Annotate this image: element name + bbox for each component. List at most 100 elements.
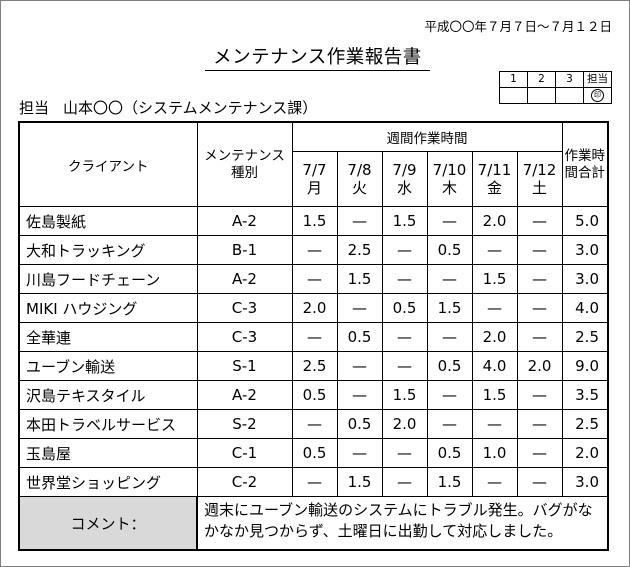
report-period: 平成〇〇年７月７日〜７月１２日 <box>424 19 612 34</box>
person-label: 担当 <box>19 99 50 117</box>
maintenance-type: B-1 <box>196 235 293 265</box>
day-header: 7/10 木 <box>426 151 473 207</box>
hours-cell: 1.5 <box>471 264 518 294</box>
maintenance-type: A-2 <box>196 206 293 236</box>
hours-cell: 4.0 <box>471 351 518 381</box>
hours-cell: 2.0 <box>291 293 338 323</box>
hours-cell: 0.5 <box>291 438 338 468</box>
hours-cell: — <box>516 264 563 294</box>
maintenance-type: S-2 <box>196 409 293 439</box>
day-header: 7/9 水 <box>381 151 428 207</box>
client-name: MIKI ハウジング <box>18 293 198 323</box>
total-hours: 2.5 <box>561 409 609 439</box>
total-hours: 5.0 <box>561 206 609 236</box>
person-in-charge: 担当 山本〇〇（システムメンテナンス課） <box>19 97 317 118</box>
hours-cell: — <box>381 467 428 497</box>
client-name: 本田トラベルサービス <box>18 409 198 439</box>
hours-cell: — <box>336 438 383 468</box>
day-of-week: 木 <box>441 179 457 197</box>
hours-cell: 2.0 <box>516 351 563 381</box>
hours-cell: 2.0 <box>471 322 518 352</box>
table-row: 川島フードチェーン A-2—1.5— —1.5—3.0 <box>18 264 609 294</box>
table-body: 佐島製紙 A-2 1.5—1.5—2.0—5.0 大和トラッキング B-1—2.5—0.… <box>18 206 609 497</box>
hours-cell: 1.5 <box>381 206 428 236</box>
day-of-week: 金 <box>486 179 502 197</box>
hours-cell: 2.5 <box>336 235 383 265</box>
client-name: 佐島製紙 <box>18 206 198 236</box>
hours-cell: — <box>336 293 383 323</box>
maintenance-type: C-3 <box>196 293 293 323</box>
stamp-header-tanto: 担当 <box>583 71 612 88</box>
day-header: 7/7 月 <box>291 151 338 207</box>
stamp-header-1: 1 <box>499 71 528 88</box>
hours-cell: — <box>471 293 518 323</box>
day-of-week: 月 <box>306 179 322 197</box>
client-name: 大和トラッキング <box>18 235 198 265</box>
day-header: 7/8 火 <box>336 151 383 207</box>
hours-cell: 0.5 <box>381 293 428 323</box>
person-name: 山本〇〇（システムメンテナンス課） <box>63 99 318 117</box>
day-date: 7/7 <box>302 161 327 179</box>
hours-cell: — <box>426 206 473 236</box>
document-title: メンテナンス作業報告書 <box>205 43 430 71</box>
stamp-header-3: 3 <box>555 71 584 88</box>
day-date: 7/12 <box>522 161 557 179</box>
hours-cell: — <box>381 322 428 352</box>
hours-cell: 2.5 <box>291 351 338 381</box>
hours-cell: 1.5 <box>381 380 428 410</box>
hours-cell: — <box>516 235 563 265</box>
hours-cell: 0.5 <box>426 351 473 381</box>
hours-cell: 2.0 <box>381 409 428 439</box>
table-row: 玉島屋 C-1 0.5— —0.5 1.0—2.0 <box>18 438 609 468</box>
hours-cell: — <box>471 235 518 265</box>
hours-cell: — <box>426 380 473 410</box>
hours-cell: — <box>516 380 563 410</box>
hours-cell: 1.5 <box>336 264 383 294</box>
hours-cell: 0.5 <box>336 322 383 352</box>
day-of-week: 火 <box>351 179 367 197</box>
seal-stamp: 印 <box>591 88 604 102</box>
total-hours: 9.0 <box>561 351 609 381</box>
hours-cell: — <box>381 438 428 468</box>
approval-stamp-table: 1 2 3 担当 印 <box>499 71 612 104</box>
hours-cell: 0.5 <box>426 235 473 265</box>
day-date: 7/8 <box>347 161 372 179</box>
client-name: 沢島テキスタイル <box>18 380 198 410</box>
day-of-week: 土 <box>531 179 547 197</box>
hours-cell: 0.5 <box>291 380 338 410</box>
table-row: 沢島テキスタイル A-2 0.5—1.5—1.5—3.5 <box>18 380 609 410</box>
maintenance-type: S-1 <box>196 351 293 381</box>
day-header-row: 7/7 月 7/8 火 7/9 水 7/10 木 7/11 金 7/12 土 <box>19 151 608 207</box>
maintenance-table: クライアント メンテナンス 種別 週間作業時間 作業時 間合計 7/7 月 7/8 火 7/… <box>18 121 609 551</box>
hours-cell: 0.5 <box>336 409 383 439</box>
header-client: クライアント <box>18 121 198 207</box>
hours-cell: — <box>516 322 563 352</box>
table-row: ユーブン輸送 S-1 2.5— —0.5 4.0 2.0 9.0 <box>18 351 609 381</box>
total-hours: 2.5 <box>561 322 609 352</box>
hours-cell: — <box>336 206 383 236</box>
total-hours: 3.0 <box>561 264 609 294</box>
maintenance-type: C-3 <box>196 322 293 352</box>
client-name: 川島フードチェーン <box>18 264 198 294</box>
stamp-cell-3 <box>555 87 584 104</box>
client-name: 世界堂ショッピング <box>18 467 198 497</box>
header-total-hours: 作業時 間合計 <box>561 121 609 207</box>
hours-cell: — <box>336 351 383 381</box>
total-hours: 2.0 <box>561 438 609 468</box>
hours-cell: — <box>291 467 338 497</box>
maintenance-type: C-2 <box>196 467 293 497</box>
hours-cell: — <box>381 351 428 381</box>
header-maintenance-type: メンテナンス 種別 <box>196 121 293 207</box>
hours-cell: 0.5 <box>426 438 473 468</box>
hours-cell: — <box>426 409 473 439</box>
comment-text: 週末にユーブン輸送のシステムにトラブル発生。バグがなかなか見つからず、土曜日に出… <box>196 496 609 551</box>
client-name: 全華連 <box>18 322 198 352</box>
hours-cell: — <box>336 380 383 410</box>
stamp-cell-tanto: 印 <box>583 87 612 104</box>
maintenance-type: A-2 <box>196 264 293 294</box>
hours-cell: — <box>291 409 338 439</box>
maintenance-type: C-1 <box>196 438 293 468</box>
stamp-cell-1 <box>499 87 528 104</box>
total-hours: 4.0 <box>561 293 609 323</box>
comment-label: コメント： <box>18 496 198 551</box>
